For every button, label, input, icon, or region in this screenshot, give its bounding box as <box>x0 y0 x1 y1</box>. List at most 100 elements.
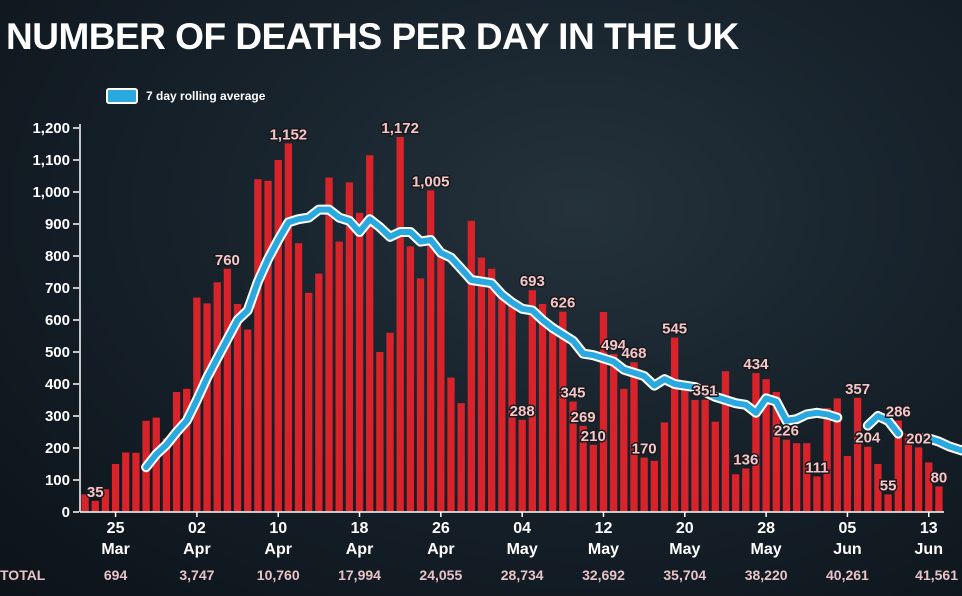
data-label: 210 <box>581 428 606 445</box>
data-label: 1,152 <box>270 126 308 143</box>
bar <box>254 179 262 512</box>
data-label: 434 <box>743 356 769 373</box>
x-tick-month: Jun <box>833 541 861 558</box>
bar <box>609 353 618 512</box>
y-tick-label: 900 <box>45 216 70 233</box>
bar <box>274 160 282 512</box>
bar <box>752 373 760 512</box>
bar <box>864 446 872 512</box>
bar <box>518 419 526 512</box>
legend-label: 7 day rolling average <box>146 89 266 103</box>
bar <box>782 439 791 512</box>
bar <box>508 305 516 512</box>
bar <box>823 408 831 512</box>
totals-label: TOTAL <box>0 567 46 583</box>
bar <box>579 425 587 512</box>
data-label: 55 <box>880 477 897 494</box>
total-value: 35,704 <box>663 567 706 583</box>
bar <box>203 303 211 512</box>
total-value: 32,692 <box>582 567 625 583</box>
bar <box>396 136 404 512</box>
bar <box>731 474 740 512</box>
bar <box>640 457 648 512</box>
x-tick-month: May <box>507 541 538 558</box>
y-tick-label: 400 <box>45 376 70 393</box>
bar <box>874 464 882 512</box>
y-tick-label: 0 <box>62 504 70 521</box>
bar <box>803 443 811 512</box>
bar <box>284 143 293 513</box>
bar <box>488 268 496 512</box>
data-label: 693 <box>520 273 545 290</box>
data-label: 345 <box>560 385 585 402</box>
x-tick-month: May <box>669 541 700 558</box>
total-value: 17,994 <box>338 567 381 583</box>
data-label: 351 <box>693 383 718 400</box>
bar <box>233 304 242 512</box>
x-tick-day: 20 <box>676 520 694 537</box>
x-tick-month: May <box>751 541 782 558</box>
bar <box>152 417 160 512</box>
bar <box>538 304 547 512</box>
bar <box>670 337 679 512</box>
bar <box>447 377 455 512</box>
bar <box>701 399 709 512</box>
rolling-average-line <box>143 206 841 471</box>
bar <box>772 392 780 512</box>
bar <box>559 311 567 512</box>
bar <box>894 420 902 512</box>
y-tick-label: 800 <box>45 248 70 265</box>
x-tick-month: Apr <box>346 541 374 558</box>
bar <box>122 452 130 512</box>
data-label: 136 <box>733 451 758 468</box>
bar <box>386 332 394 512</box>
x-tick-day: 10 <box>269 520 287 537</box>
bar <box>325 177 333 512</box>
total-value: 24,055 <box>419 567 462 583</box>
y-tick-label: 300 <box>45 408 70 425</box>
bar <box>498 291 506 512</box>
chart-title: NUMBER OF DEATHS PER DAY IN THE UK <box>6 16 739 57</box>
bar <box>223 268 232 512</box>
bar <box>528 290 536 512</box>
bar <box>355 212 364 513</box>
y-tick-label: 1,000 <box>32 184 70 201</box>
bar <box>843 456 852 512</box>
x-tick-month: Apr <box>264 541 292 558</box>
data-label: 468 <box>621 345 646 362</box>
bar <box>406 246 415 512</box>
bar <box>599 312 608 512</box>
bar <box>833 398 841 512</box>
total-value: 694 <box>104 567 128 583</box>
total-value: 40,261 <box>826 567 869 583</box>
x-tick-day: 12 <box>595 520 613 537</box>
bar <box>366 155 374 512</box>
bar <box>315 273 323 512</box>
bar <box>548 323 557 512</box>
y-tick-label: 600 <box>45 312 70 329</box>
y-tick-label: 500 <box>45 344 70 361</box>
bar <box>914 447 923 512</box>
bar <box>101 489 110 512</box>
bar <box>345 182 354 512</box>
bar <box>132 452 140 512</box>
bar <box>630 362 638 512</box>
bar <box>427 190 435 512</box>
bar <box>650 460 658 512</box>
data-label: 545 <box>662 321 687 338</box>
bar <box>437 256 445 512</box>
x-tick-day: 13 <box>920 520 938 537</box>
y-tick-label: 200 <box>45 440 70 457</box>
bar <box>721 371 730 512</box>
bar <box>589 444 597 512</box>
x-tick-day: 26 <box>432 520 450 537</box>
x-tick-day: 28 <box>757 520 775 537</box>
bar <box>81 494 89 512</box>
bar <box>792 443 801 512</box>
x-tick-day: 25 <box>107 520 125 537</box>
bar <box>264 180 272 513</box>
x-tick-month: Jun <box>915 541 943 558</box>
data-label: 226 <box>774 423 799 440</box>
bar <box>711 421 719 512</box>
